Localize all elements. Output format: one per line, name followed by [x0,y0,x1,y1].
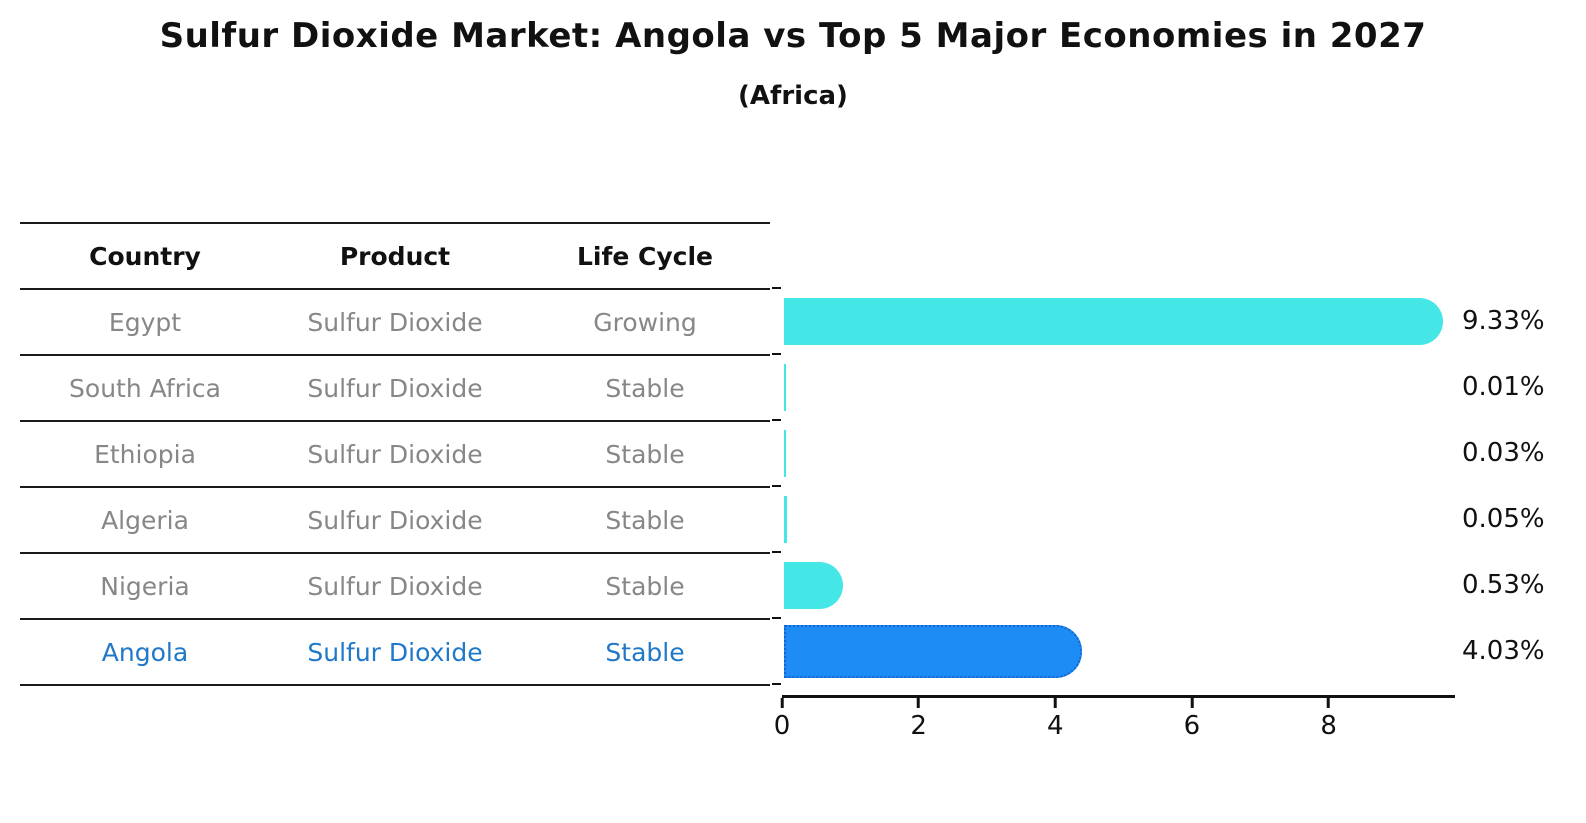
bar-row [784,618,1455,684]
bar-ethiopia [784,429,786,477]
value-label-south-africa: 0.01% [1462,372,1545,402]
table-row: Ethiopia Sulfur Dioxide Stable [20,422,770,488]
x-axis-line [782,695,1455,698]
y-axis-tick [772,617,781,619]
cell-lifecycle: Stable [605,505,685,535]
country-table: Country Product Life Cycle Egypt Sulfur … [20,222,770,686]
bar-row [784,288,1455,354]
cell-country: Ethiopia [94,439,196,469]
tick-mark [1190,698,1194,708]
cell-country: Angola [101,637,189,667]
bar-nigeria [784,561,844,609]
x-axis-tick: 6 [1183,698,1201,741]
bar-algeria [784,495,788,543]
cell-lifecycle: Stable [605,637,685,667]
tick-label: 6 [1183,711,1201,741]
tick-label: 0 [773,711,791,741]
x-axis-tick: 2 [910,698,927,741]
table-row: Egypt Sulfur Dioxide Growing [20,290,770,356]
chart-subtitle: (Africa) [738,81,848,111]
cell-product: Sulfur Dioxide [307,571,483,601]
cell-lifecycle: Stable [605,439,685,469]
tick-label: 2 [910,711,927,741]
tick-mark [917,698,921,708]
cell-lifecycle: Growing [593,307,697,337]
bar-row [784,552,1455,618]
bar-plot [784,288,1455,684]
cell-country: Nigeria [100,571,190,601]
value-label-nigeria: 0.53% [1462,570,1545,600]
cell-lifecycle: Stable [605,373,685,403]
cell-country: Algeria [101,505,189,535]
y-axis-tick [772,287,781,289]
cell-product: Sulfur Dioxide [307,505,483,535]
y-axis-tick [772,353,781,355]
value-label-ethiopia: 0.03% [1462,438,1545,468]
cell-product: Sulfur Dioxide [307,439,483,469]
bar-angola-highlighted [784,624,1082,678]
cell-product: Sulfur Dioxide [307,307,483,337]
cell-product: Sulfur Dioxide [307,637,483,667]
x-axis-tick: 0 [773,698,791,741]
tick-label: 8 [1320,711,1337,741]
value-labels: 9.33% 0.01% 0.03% 0.05% 0.53% 4.03% [1462,288,1582,684]
tick-mark [780,698,784,708]
table-row: South Africa Sulfur Dioxide Stable [20,356,770,422]
y-axis-tick [772,419,781,421]
bar-row [784,354,1455,420]
x-axis-tick: 8 [1320,698,1337,741]
tick-mark [1327,698,1331,708]
tick-mark [1053,698,1057,708]
value-label-angola: 4.03% [1462,636,1545,666]
table-header-country: Country [89,241,201,271]
table-header-lifecycle: Life Cycle [576,241,714,271]
bar-egypt [784,297,1443,345]
bar-row [784,420,1455,486]
table-row-highlighted: Angola Sulfur Dioxide Stable [20,620,770,686]
table-header-product: Product [339,241,451,271]
y-axis-tick [772,551,781,553]
cell-lifecycle: Stable [605,571,685,601]
cell-country: South Africa [69,373,221,403]
value-label-egypt: 9.33% [1462,306,1545,336]
x-axis: 0 2 4 6 8 [774,695,1455,755]
table-header-row: Country Product Life Cycle [20,224,770,290]
tick-label: 4 [1047,711,1064,741]
bar-south-africa [784,363,786,411]
y-axis-tick [772,485,781,487]
y-axis-tick [772,683,781,685]
table-row: Nigeria Sulfur Dioxide Stable [20,554,770,620]
x-axis-tick: 4 [1047,698,1064,741]
value-label-algeria: 0.05% [1462,504,1545,534]
bar-row [784,486,1455,552]
table-row: Algeria Sulfur Dioxide Stable [20,488,770,554]
cell-product: Sulfur Dioxide [307,373,483,403]
chart-title: Sulfur Dioxide Market: Angola vs Top 5 M… [159,16,1427,56]
cell-country: Egypt [108,307,182,337]
